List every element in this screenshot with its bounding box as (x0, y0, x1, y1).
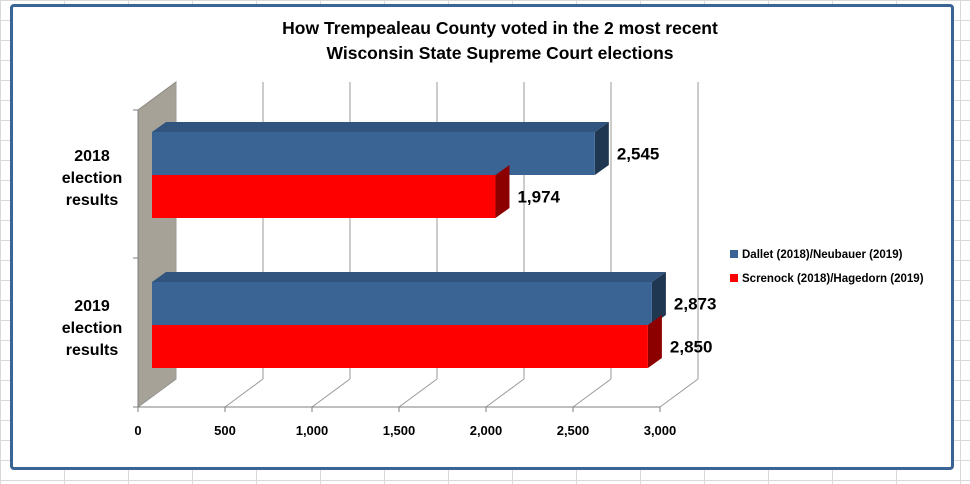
gridline-floor (398, 378, 438, 408)
bar (152, 132, 595, 175)
x-tick-label: 1,500 (383, 423, 416, 438)
bar-top (152, 272, 666, 282)
category-label: 2019 (74, 298, 110, 315)
x-tick-label: 3,000 (644, 423, 677, 438)
category-label: election (62, 170, 122, 187)
legend-entry: Dallet (2018)/Neubauer (2019) (742, 249, 903, 261)
bar-side (647, 315, 662, 368)
chart-title-line-2: Wisconsin State Supreme Court elections (326, 43, 673, 63)
category-label: results (66, 192, 119, 209)
gridline-floor (311, 378, 351, 408)
category-label: 2018 (74, 148, 110, 165)
data-label: 2,873 (674, 295, 717, 314)
gridline-floor (224, 378, 264, 408)
bar-side (594, 122, 609, 175)
category-label: election (62, 320, 122, 337)
legend-swatch (730, 274, 738, 282)
gridline-floor (572, 378, 612, 408)
bar (152, 282, 652, 325)
legend-swatch (730, 250, 738, 258)
legend-entry: Screnock (2018)/Hagedorn (2019) (742, 273, 924, 285)
chart-title-line-1: How Trempealeau County voted in the 2 mo… (282, 18, 718, 38)
x-tick-label: 0 (134, 423, 141, 438)
data-label: 2,545 (617, 145, 660, 164)
data-label: 2,850 (670, 338, 713, 357)
bar (152, 175, 496, 218)
x-tick-label: 1,000 (296, 423, 329, 438)
category-label: results (66, 342, 119, 359)
x-tick-label: 2,500 (557, 423, 590, 438)
gridline-floor (137, 378, 177, 408)
x-tick-label: 2,000 (470, 423, 503, 438)
data-label: 1,974 (517, 188, 560, 207)
gridline-floor (485, 378, 525, 408)
x-tick-label: 500 (214, 423, 236, 438)
bar (152, 325, 648, 368)
bar-side (495, 165, 510, 218)
gridline-floor (659, 378, 699, 408)
bar-side (651, 272, 666, 325)
bar-top (152, 122, 609, 132)
